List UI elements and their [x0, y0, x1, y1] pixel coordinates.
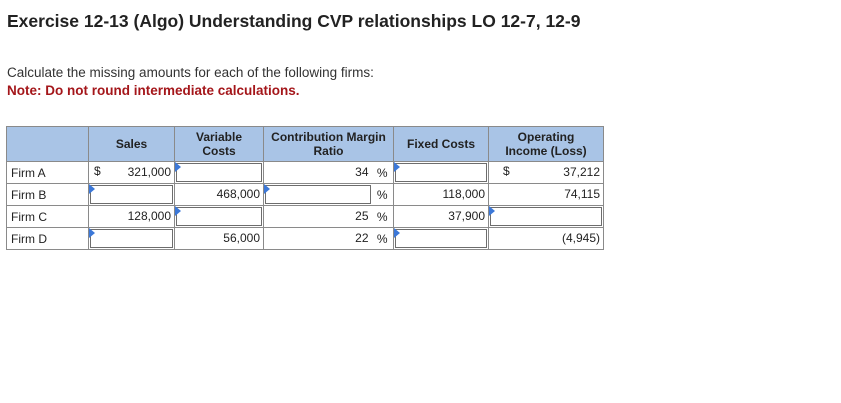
header-sales: Sales: [88, 126, 175, 162]
input-marker-icon: [394, 162, 400, 172]
row-label-firm-c: Firm C: [6, 205, 89, 228]
firm-d-operating-income: (4,945): [488, 227, 604, 250]
firm-a-fixed-costs-cell: [393, 161, 489, 184]
percent-sign: %: [371, 161, 394, 184]
header-cm-ratio: Contribution Margin Ratio: [263, 126, 394, 162]
header-variable-costs: Variable Costs: [174, 126, 264, 162]
row-label-firm-b: Firm B: [6, 183, 89, 206]
input-marker-icon: [175, 206, 181, 216]
header-blank: [6, 126, 89, 162]
input-marker-icon: [264, 184, 270, 194]
currency-symbol: $: [503, 164, 510, 178]
firm-d-fixed-costs-cell: [393, 227, 489, 250]
input-marker-icon: [489, 206, 495, 216]
input-marker-icon: [394, 228, 400, 238]
firm-c-operating-income-input[interactable]: [490, 207, 602, 226]
input-marker-icon: [89, 184, 95, 194]
row-label-firm-a: Firm A: [6, 161, 89, 184]
header-operating-income: Operating Income (Loss): [488, 126, 604, 162]
percent-sign: %: [371, 227, 394, 250]
firm-b-cm-ratio-input[interactable]: [265, 185, 371, 204]
firm-c-cm-ratio: 25: [263, 205, 372, 228]
firm-a-variable-costs-input[interactable]: [176, 163, 262, 182]
currency-symbol: $: [94, 164, 101, 178]
cvp-table: Sales Variable Costs Contribution Margin R…: [6, 126, 604, 250]
table-row: Firm A $ 321,000 34 % $ 37,212: [6, 161, 604, 184]
table-row: Firm B 468,000 % 118,000 74,115: [6, 183, 604, 206]
header-fixed-costs: Fixed Costs: [393, 126, 489, 162]
firm-b-variable-costs: 468,000: [174, 183, 264, 206]
firm-a-cm-ratio: 34: [263, 161, 372, 184]
firm-b-fixed-costs: 118,000: [393, 183, 489, 206]
firm-c-sales: 128,000: [88, 205, 175, 228]
header-row: Sales Variable Costs Contribution Margin R…: [6, 126, 604, 162]
firm-a-operating-income: $ 37,212: [488, 161, 604, 184]
instruction-text: Calculate the missing amounts for each o…: [7, 65, 374, 80]
firm-d-variable-costs: 56,000: [174, 227, 264, 250]
input-marker-icon: [175, 162, 181, 172]
page-title: Exercise 12-13 (Algo) Understanding CVP …: [7, 11, 581, 31]
firm-b-cm-ratio-cell: [263, 183, 372, 206]
firm-a-variable-costs-cell: [174, 161, 264, 184]
firm-a-fixed-costs-input[interactable]: [395, 163, 487, 182]
firm-c-variable-costs-input[interactable]: [176, 207, 262, 226]
row-label-firm-d: Firm D: [6, 227, 89, 250]
firm-d-fixed-costs-input[interactable]: [395, 229, 487, 248]
firm-d-sales-input[interactable]: [90, 229, 173, 248]
firm-d-cm-ratio: 22: [263, 227, 372, 250]
firm-b-operating-income: 74,115: [488, 183, 604, 206]
input-marker-icon: [89, 228, 95, 238]
firm-c-variable-costs-cell: [174, 205, 264, 228]
table-row: Firm D 56,000 22 % (4,945): [6, 227, 604, 250]
percent-sign: %: [371, 183, 394, 206]
firm-b-sales-input[interactable]: [90, 185, 173, 204]
table-row: Firm C 128,000 25 % 37,900: [6, 205, 604, 228]
firm-d-sales-cell: [88, 227, 175, 250]
percent-sign: %: [371, 205, 394, 228]
firm-c-fixed-costs: 37,900: [393, 205, 489, 228]
note-text: Note: Do not round intermediate calculat…: [7, 83, 300, 98]
firm-a-sales: $ 321,000: [88, 161, 175, 184]
firm-c-operating-income-cell: [488, 205, 604, 228]
firm-b-sales-cell: [88, 183, 175, 206]
